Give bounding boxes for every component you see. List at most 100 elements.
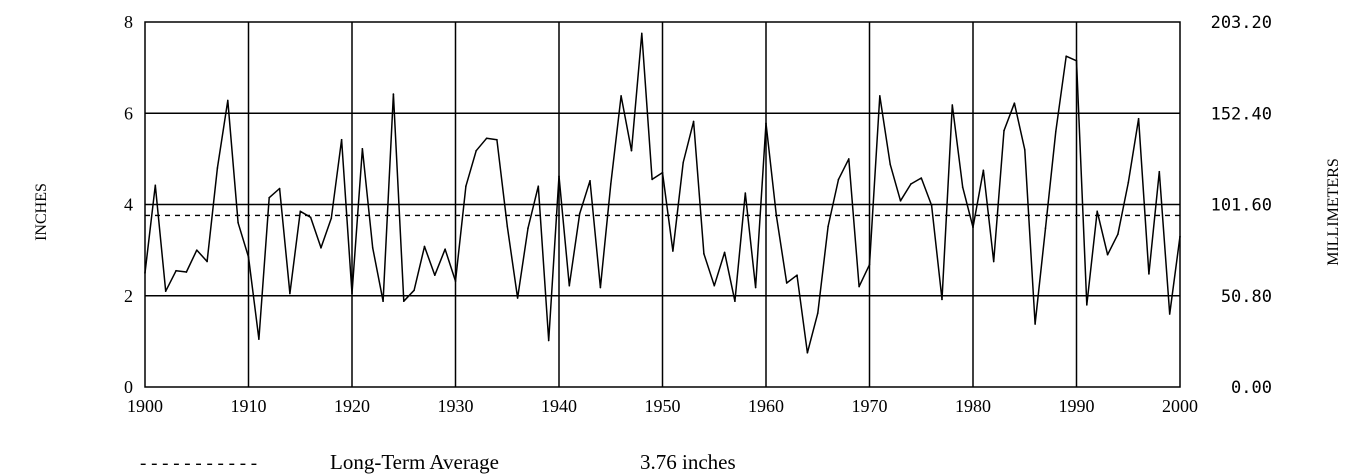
data-point — [1075, 59, 1078, 62]
data-point — [754, 286, 757, 289]
data-point — [620, 95, 622, 97]
x-tick-label: 1990 — [1059, 396, 1095, 416]
data-point — [1034, 323, 1036, 325]
y-tick-label: 2 — [124, 286, 133, 306]
data-point — [185, 271, 188, 273]
data-point — [713, 284, 716, 287]
y-tick-labels: 0 2 4 6 8 — [124, 12, 133, 397]
y2-tick-label: 101.60 — [1211, 196, 1272, 216]
data-point — [330, 217, 333, 219]
data-point — [1096, 210, 1098, 213]
x-tick-labels: 1900 1910 1920 1930 1940 1950 1960 1970 1980 1990… — [127, 396, 1198, 416]
data-point — [1117, 233, 1119, 235]
data-point — [672, 250, 674, 252]
data-point — [547, 339, 550, 342]
data-point — [1065, 55, 1067, 58]
data-point — [195, 249, 198, 251]
data-point — [247, 256, 250, 258]
data-point — [682, 161, 684, 164]
data-point — [465, 185, 467, 188]
data-point — [641, 32, 643, 35]
plot-frame — [144, 21, 1181, 388]
data-point — [506, 225, 509, 228]
data-point — [816, 312, 819, 314]
data-point — [630, 149, 633, 152]
data-point — [444, 248, 446, 251]
data-point — [320, 247, 322, 249]
data-point — [920, 177, 923, 179]
data-point — [1106, 253, 1109, 256]
y-tick-label: 0 — [124, 377, 133, 397]
legend-label: Long-Term Average — [330, 450, 499, 474]
data-point — [899, 200, 902, 202]
data-point — [558, 175, 560, 178]
data-point — [382, 300, 384, 303]
data-point — [423, 245, 426, 248]
y-tick-label: 8 — [124, 12, 133, 32]
data-point — [703, 252, 705, 255]
data-point — [454, 280, 457, 282]
data-point — [723, 251, 726, 254]
data-point — [589, 179, 591, 182]
data-point — [299, 210, 302, 213]
data-point — [1003, 129, 1005, 132]
data-point — [206, 260, 208, 263]
data-point — [1055, 130, 1057, 133]
data-point — [289, 292, 291, 295]
data-point — [1044, 227, 1047, 230]
data-point — [413, 289, 415, 292]
x-tick-label: 1900 — [127, 396, 163, 416]
data-point — [216, 167, 219, 169]
x-tick-label: 1910 — [231, 396, 267, 416]
legend-dash-sample: - - - - - - - - - - - — [140, 453, 257, 474]
data-point — [910, 183, 912, 185]
data-point — [930, 204, 933, 207]
data-point — [340, 138, 343, 141]
data-point — [992, 260, 995, 263]
data-point — [796, 274, 798, 277]
data-point — [744, 192, 747, 194]
data-point — [941, 298, 943, 301]
data-point — [982, 169, 985, 172]
data-point — [485, 137, 488, 140]
data-point — [164, 290, 167, 292]
data-point — [568, 284, 571, 287]
data-point — [475, 149, 478, 152]
data-point — [268, 196, 271, 199]
x-tick-label: 1980 — [955, 396, 991, 416]
data-point — [1013, 102, 1016, 105]
y2-axis-label: MILLIMETERS — [1325, 158, 1342, 266]
data-point — [1137, 117, 1140, 120]
data-point — [785, 282, 788, 284]
data-point — [972, 226, 974, 229]
data-point — [848, 158, 850, 160]
y2-tick-label: 0.00 — [1231, 378, 1272, 398]
data-point — [1127, 181, 1130, 184]
data-point — [516, 297, 519, 299]
data-point — [1168, 313, 1171, 315]
x-tick-label: 1940 — [541, 396, 577, 416]
data-point — [434, 274, 436, 277]
data-point — [371, 247, 374, 249]
data-point — [351, 292, 353, 295]
x-tick-label: 1960 — [748, 396, 784, 416]
data-point — [889, 163, 891, 166]
x-tick-label: 1970 — [852, 396, 888, 416]
data-point — [806, 351, 809, 354]
y2-tick-label: 152.40 — [1211, 104, 1272, 124]
data-points — [144, 32, 1181, 354]
data-point — [1158, 170, 1161, 173]
data-point — [402, 300, 405, 303]
x-tick-label: 2000 — [1162, 396, 1198, 416]
data-point — [827, 225, 829, 228]
x-tick-label: 1930 — [438, 396, 474, 416]
data-point — [775, 215, 778, 217]
x-tick-label: 1950 — [645, 396, 681, 416]
data-point — [278, 187, 281, 190]
data-point — [951, 104, 954, 106]
data-point — [961, 186, 964, 188]
data-point — [837, 178, 840, 181]
data-point — [879, 95, 881, 97]
data-point — [734, 300, 736, 303]
